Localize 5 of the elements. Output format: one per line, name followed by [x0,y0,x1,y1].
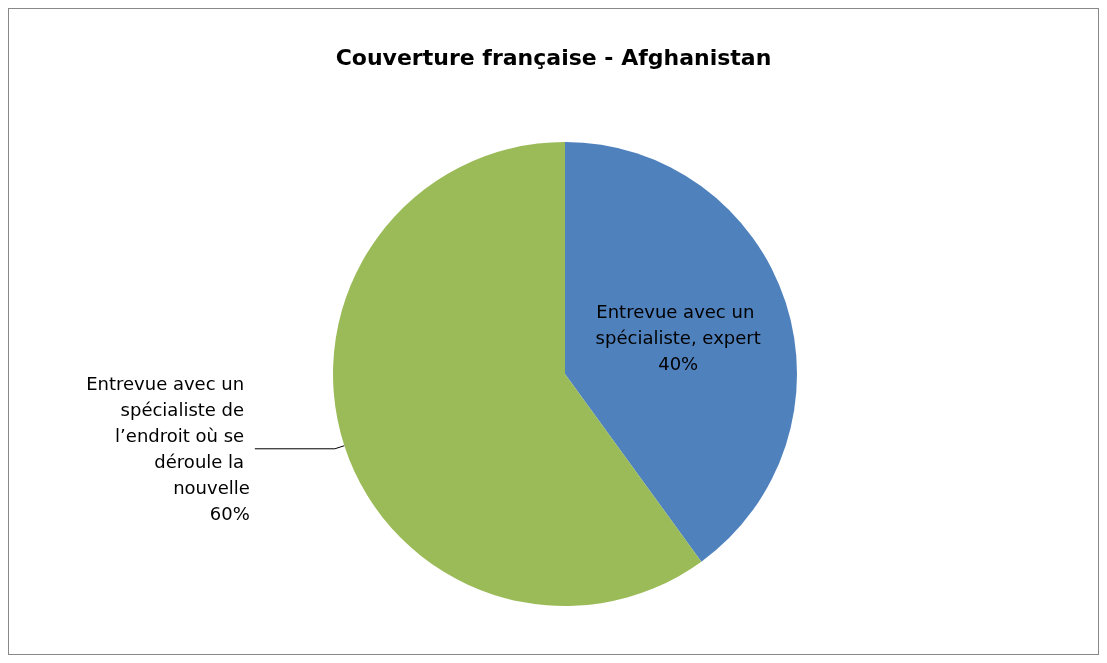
chart-title: Couverture française - Afghanistan [335,44,772,70]
data-label: 60% [209,503,250,525]
slice-label: Entrevue avec un spécialiste de l’endroit où se déroule la nouvelle [86,373,250,499]
data-label: 40% [658,352,699,374]
slice-label: Entrevue avec un spécialiste, expert [595,300,761,348]
